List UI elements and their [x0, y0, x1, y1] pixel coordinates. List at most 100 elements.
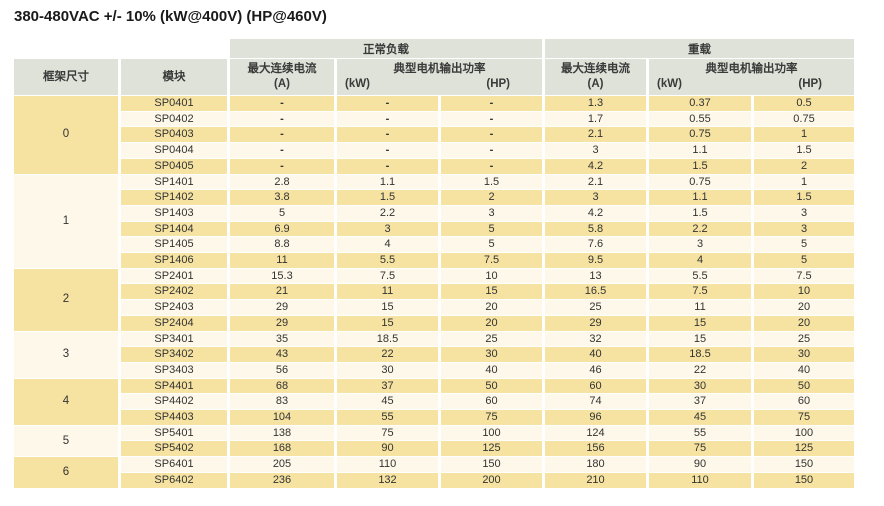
value-cell: 22	[337, 347, 438, 362]
table-row: 5 SP5401 138 75 100 124 55 100	[14, 425, 854, 457]
value-cell: 20	[754, 315, 854, 331]
module-cell: SP1403	[121, 205, 227, 221]
module-cell: SP5402	[121, 441, 227, 457]
value-cell: 75	[337, 425, 438, 441]
value-cell: 1.5	[337, 190, 438, 205]
value-cell: 15	[337, 315, 438, 331]
module-cell: SP6402	[121, 472, 227, 488]
value-cell: 11	[337, 284, 438, 300]
value-cell: -	[441, 96, 542, 111]
value-cell: 1.3	[545, 96, 646, 111]
value-cell: 100	[754, 425, 854, 441]
value-cell: 5.5	[649, 268, 751, 284]
value-cell: -	[337, 127, 438, 143]
value-cell: 110	[337, 457, 438, 472]
frame-cell: 1	[14, 174, 118, 268]
value-cell: 15.3	[230, 268, 334, 284]
value-cell: 1.7	[545, 111, 646, 127]
value-cell: 83	[230, 394, 334, 410]
value-cell: 30	[337, 362, 438, 378]
module-cell: SP0403	[121, 127, 227, 143]
value-cell: 5.8	[545, 221, 646, 237]
page-title: 380-480VAC +/- 10% (kW@400V) (HP@460V)	[14, 8, 327, 25]
value-cell: 150	[754, 472, 854, 488]
value-cell: 0.37	[649, 96, 751, 111]
current-unit-label: (A)	[274, 78, 290, 90]
value-cell: 3	[545, 190, 646, 205]
module-cell: SP2403	[121, 300, 227, 315]
value-cell: 1.1	[337, 174, 438, 190]
value-cell: 21	[230, 284, 334, 300]
value-cell: 1	[754, 127, 854, 143]
value-cell: 3	[441, 205, 542, 221]
value-cell: 29	[230, 315, 334, 331]
value-cell: 30	[649, 378, 751, 394]
value-cell: 3	[337, 221, 438, 237]
value-cell: 75	[441, 410, 542, 425]
table-row: 6 SP6401 205 110 150 180 90 150	[14, 457, 854, 488]
value-cell: 90	[649, 457, 751, 472]
motor-power-label: 典型电机输出功率	[393, 63, 486, 75]
value-cell: 5	[754, 237, 854, 253]
module-cell: SP2404	[121, 315, 227, 331]
value-cell: 124	[545, 425, 646, 441]
value-cell: 45	[649, 410, 751, 425]
table-row: SP0402- - -1.7 0.55 0.75	[14, 111, 854, 127]
value-cell: 9.5	[545, 253, 646, 268]
value-cell: 1	[754, 174, 854, 190]
value-cell: 43	[230, 347, 334, 362]
value-cell: 1.5	[649, 205, 751, 221]
motor-power-label: 典型电机输出功率	[705, 63, 798, 75]
module-cell: SP4403	[121, 410, 227, 425]
value-cell: 15	[649, 331, 751, 347]
value-cell: 156	[545, 441, 646, 457]
table-row: SP2403 29 15 20 25 11 20	[14, 300, 854, 315]
value-cell: 2	[754, 158, 854, 174]
value-cell: -	[337, 96, 438, 111]
value-cell: 20	[441, 315, 542, 331]
value-cell: 3	[649, 237, 751, 253]
module-cell: SP3403	[121, 362, 227, 378]
value-cell: 2.1	[545, 127, 646, 143]
value-cell: 5	[754, 253, 854, 268]
table-row: SP2402 21 11 15 16.5 7.5 10	[14, 284, 854, 300]
value-cell: 20	[441, 300, 542, 315]
kw-unit-label: (kW)	[345, 78, 370, 90]
frame-cell: 4	[14, 378, 118, 425]
column-header-row: 框架尺寸 模块 最大连续电流 (A) 典型电机输出功率 (kW) (HP) 最大…	[14, 59, 854, 95]
value-cell: 100	[441, 425, 542, 441]
value-cell: 0.75	[649, 174, 751, 190]
value-cell: 22	[649, 362, 751, 378]
value-cell: 1.5	[754, 143, 854, 158]
value-cell: 60	[754, 394, 854, 410]
value-cell: 5	[441, 237, 542, 253]
value-cell: 2.2	[649, 221, 751, 237]
value-cell: -	[230, 143, 334, 158]
value-cell: 5	[230, 205, 334, 221]
value-cell: 68	[230, 378, 334, 394]
value-cell: 60	[441, 394, 542, 410]
value-cell: 50	[754, 378, 854, 394]
value-cell: 11	[230, 253, 334, 268]
value-cell: 96	[545, 410, 646, 425]
table-row: 2 SP2401 15.3 7.5 10 13 5.5 7.5	[14, 268, 854, 331]
value-cell: 3.8	[230, 190, 334, 205]
table-row: SP6402 236 132 200 210 110 150	[14, 472, 854, 488]
table-row: SP2404 29 15 20 29 15 20	[14, 315, 854, 331]
value-cell: 125	[754, 441, 854, 457]
group-header-heavy-load: 重载	[545, 39, 854, 58]
value-cell: 210	[545, 472, 646, 488]
value-cell: 4	[337, 237, 438, 253]
value-cell: 150	[754, 457, 854, 472]
group-header-normal-load: 正常负载	[230, 39, 542, 58]
value-cell: 60	[545, 378, 646, 394]
value-cell: -	[230, 127, 334, 143]
value-cell: 40	[441, 362, 542, 378]
value-cell: -	[441, 143, 542, 158]
value-cell: -	[337, 143, 438, 158]
value-cell: -	[337, 158, 438, 174]
value-cell: 125	[441, 441, 542, 457]
col-header-motor-power-normal: 典型电机输出功率 (kW) (HP)	[337, 59, 542, 95]
value-cell: 1.5	[649, 158, 751, 174]
module-cell: SP1401	[121, 174, 227, 190]
